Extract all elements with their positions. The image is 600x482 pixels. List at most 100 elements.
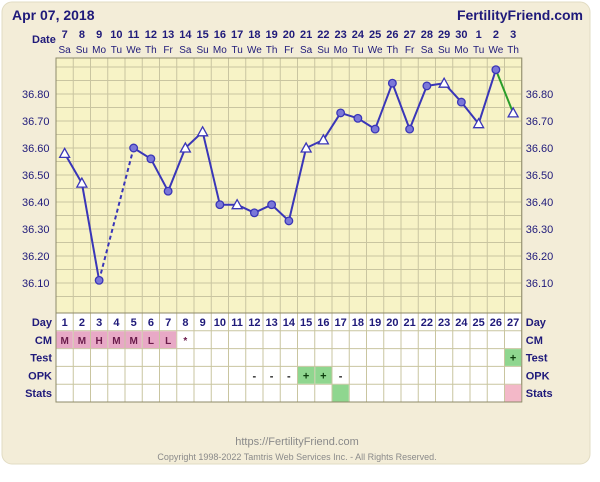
cycle-day-label: 3 bbox=[96, 317, 102, 329]
temp-point-circle bbox=[405, 124, 415, 134]
date-label: 23 bbox=[335, 29, 347, 41]
opk-value: + bbox=[320, 370, 326, 382]
temperature-markers bbox=[58, 65, 520, 285]
weekday-label: Su bbox=[76, 45, 88, 56]
weekday-label: Sa bbox=[59, 45, 72, 56]
cm-cell-fill bbox=[91, 331, 108, 349]
cycle-day-label: 24 bbox=[455, 317, 468, 329]
test-row-label-right: Test bbox=[526, 353, 548, 365]
plot-area bbox=[56, 58, 522, 313]
cycle-day-label: 21 bbox=[404, 317, 416, 329]
footer-copyright: Copyright 1998-2022 Tamtris Web Services… bbox=[157, 452, 436, 462]
stats-cell-fill bbox=[505, 384, 522, 402]
cm-value: M bbox=[78, 336, 86, 347]
weekday-label: Th bbox=[387, 45, 399, 56]
temp-point-triangle bbox=[507, 106, 520, 118]
cycle-day-label: 15 bbox=[300, 317, 312, 329]
weekday-label: Mo bbox=[454, 45, 468, 56]
data-rows-area bbox=[56, 313, 522, 402]
cm-value: M bbox=[129, 336, 137, 347]
cm-row-label-right: CM bbox=[526, 335, 543, 347]
stats-cell-fill bbox=[332, 384, 349, 402]
weekday-label: Fr bbox=[405, 45, 415, 56]
temp-line-segment bbox=[149, 158, 170, 192]
opk-value: + bbox=[303, 370, 309, 382]
row-cells bbox=[56, 331, 522, 402]
temp-line-segment bbox=[374, 82, 394, 130]
date-label: 9 bbox=[96, 29, 102, 41]
y-tick-label-left: 36.40 bbox=[22, 197, 50, 209]
opk-value: - bbox=[270, 370, 274, 382]
date-label: 17 bbox=[231, 29, 243, 41]
footer-url[interactable]: https://FertilityFriend.com bbox=[235, 436, 358, 448]
cycle-day-label: 2 bbox=[79, 317, 85, 329]
temp-line-segment bbox=[408, 85, 428, 130]
chart-border bbox=[55, 57, 523, 403]
cm-value: H bbox=[96, 336, 103, 347]
weekday-label: Fr bbox=[284, 45, 294, 56]
cm-value: L bbox=[165, 336, 171, 347]
date-label: 13 bbox=[162, 29, 174, 41]
y-tick-label-left: 36.10 bbox=[22, 278, 50, 290]
temp-point-circle bbox=[249, 208, 259, 218]
cm-value: * bbox=[183, 336, 187, 347]
cycle-day-label: 7 bbox=[165, 317, 171, 329]
date-label: 14 bbox=[179, 29, 192, 41]
brand-logo[interactable]: FertilityFriend.com bbox=[457, 7, 583, 23]
y-tick-label-right: 36.30 bbox=[526, 224, 554, 236]
temp-point-circle bbox=[129, 143, 139, 153]
test-value: + bbox=[510, 353, 516, 365]
chart-date: Apr 07, 2018 bbox=[12, 7, 95, 23]
cycle-day-label: 17 bbox=[335, 317, 347, 329]
y-tick-label-right: 36.60 bbox=[526, 143, 554, 155]
temp-line-segment bbox=[494, 69, 515, 114]
date-label: 7 bbox=[62, 29, 68, 41]
cm-cell-fill bbox=[108, 331, 125, 349]
cycle-day-label: 25 bbox=[473, 317, 485, 329]
cycle-day-label: 16 bbox=[317, 317, 329, 329]
temp-point-triangle bbox=[179, 141, 192, 153]
cycle-day-label: 11 bbox=[231, 317, 243, 329]
y-tick-label-right: 36.20 bbox=[526, 251, 554, 263]
opk-value: - bbox=[287, 370, 291, 382]
y-tick-label-right: 36.40 bbox=[526, 197, 554, 209]
date-label: 11 bbox=[128, 29, 140, 41]
date-label: 21 bbox=[300, 29, 312, 41]
opk-cell-fill bbox=[315, 366, 332, 384]
weekday-label: Su bbox=[438, 45, 450, 56]
weekday-label: Tu bbox=[111, 45, 122, 56]
date-label: 10 bbox=[110, 29, 122, 41]
cm-value: M bbox=[112, 336, 120, 347]
y-tick-label-right: 36.10 bbox=[526, 278, 554, 290]
temp-line-segment bbox=[201, 131, 221, 205]
temp-point-circle bbox=[267, 200, 277, 210]
cm-cell-fill bbox=[160, 331, 177, 349]
cycle-day-label: 22 bbox=[421, 317, 433, 329]
temp-point-circle bbox=[336, 108, 346, 118]
cycle-day-label: 6 bbox=[148, 317, 154, 329]
date-label: 22 bbox=[317, 29, 329, 41]
date-label: 16 bbox=[214, 29, 226, 41]
temp-line-segment bbox=[460, 101, 480, 125]
temp-point-circle bbox=[387, 78, 397, 88]
date-label: 8 bbox=[79, 29, 85, 41]
chart-labels: 36.10 36.10 36.20 36.20 36.30 36.30 36.40 36.40… bbox=[22, 29, 553, 400]
y-tick-label-left: 36.20 bbox=[22, 251, 50, 263]
stats-row-label-right: Stats bbox=[526, 388, 553, 400]
weekday-label: Mo bbox=[334, 45, 348, 56]
cycle-day-label: 18 bbox=[352, 317, 364, 329]
cycle-day-label: 27 bbox=[507, 317, 519, 329]
y-tick-label-right: 36.70 bbox=[526, 116, 554, 128]
opk-value: - bbox=[339, 370, 343, 382]
cm-cell-fill bbox=[56, 331, 73, 349]
date-row-label: Date bbox=[32, 34, 56, 46]
date-label: 28 bbox=[421, 29, 433, 41]
weekday-label: Fr bbox=[163, 45, 173, 56]
weekday-label: Sa bbox=[421, 45, 434, 56]
day-row-label-left: Day bbox=[32, 317, 53, 329]
date-label: 1 bbox=[476, 29, 482, 41]
opk-row-label-left: OPK bbox=[28, 370, 52, 382]
cycle-day-label: 12 bbox=[248, 317, 260, 329]
weekday-label: Su bbox=[317, 45, 329, 56]
cm-value: L bbox=[148, 336, 154, 347]
